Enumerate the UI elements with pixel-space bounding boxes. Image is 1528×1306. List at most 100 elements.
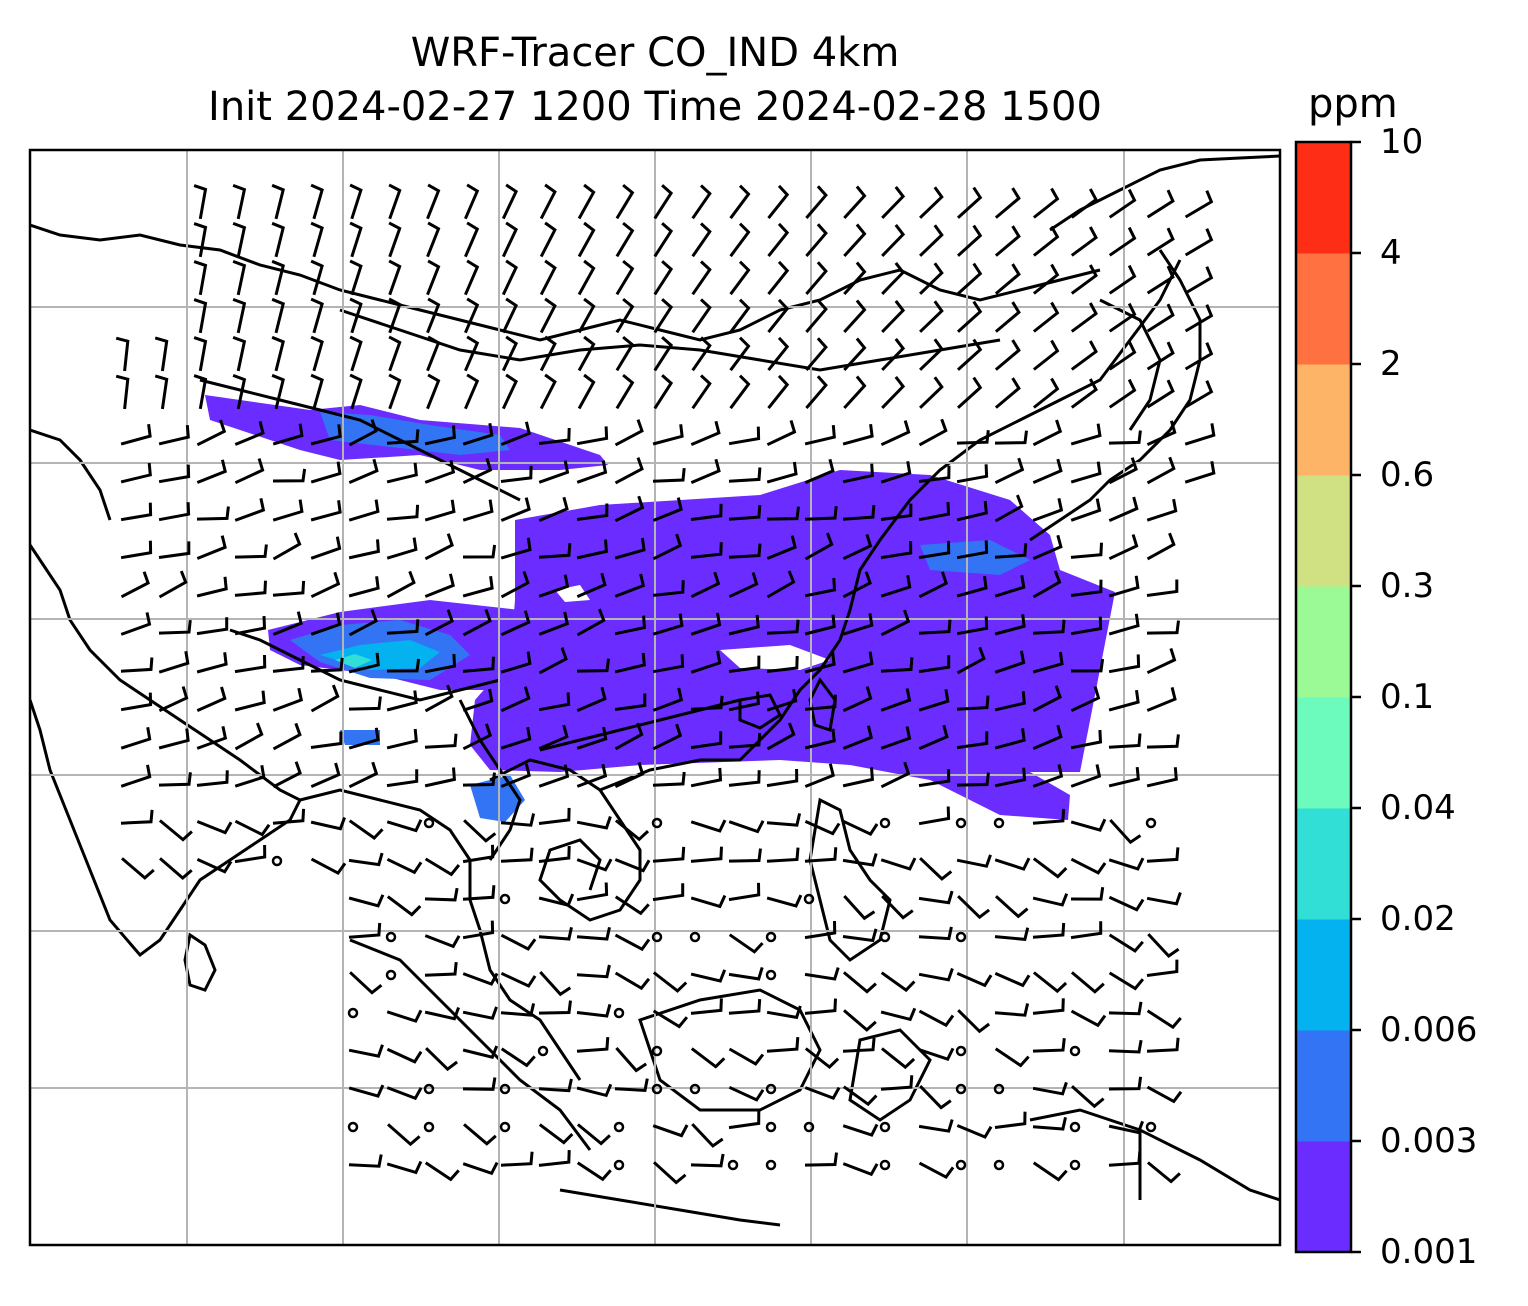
wind-barb [804,728,836,750]
wind-barb [538,427,571,445]
wind-barb [1184,342,1214,371]
calm-wind-marker [613,1159,625,1171]
wind-barb [576,460,608,484]
wind-barb [1184,304,1214,333]
wind-barb [1070,423,1102,446]
wind-barb [805,185,828,219]
calm-wind-marker [347,1007,359,1019]
wind-barb [538,1078,573,1093]
wind-barb [424,573,455,598]
wind-barb [501,221,519,258]
wind-barb [196,535,227,560]
wind-barb [728,572,759,599]
wind-barb [158,728,190,750]
tracer-plume [205,395,1115,822]
wind-barb [881,223,906,257]
wind-barb [272,499,304,522]
wind-barb [348,922,382,939]
wind-barb [956,1124,993,1139]
map-frame [28,148,1282,1247]
wind-barb [919,338,944,371]
wind-barb [994,430,1028,445]
wind-barb [154,374,169,410]
colorbar-tick-label: 0.006 [1380,1010,1478,1050]
colorbar-tick-label: 2 [1380,344,1402,384]
wind-barb [880,688,912,712]
wind-barb [767,222,790,258]
wind-barb [272,687,304,712]
wind-barb [728,1047,765,1066]
wind-barb [234,497,266,522]
wind-barb [766,655,799,673]
wind-barb [538,764,570,788]
wind-barb [918,689,950,712]
wind-barb [691,1123,724,1148]
wind-barb [881,185,906,219]
wind-barb [1108,302,1137,333]
wind-barb [1070,378,1098,409]
wind-barb [728,848,762,863]
wind-barb [424,609,454,637]
calm-wind-marker [499,893,511,905]
colorbar-tick-label: 0.6 [1380,455,1435,495]
wind-barb [271,183,285,220]
wind-barb [348,419,378,447]
wind-barb [994,1047,1030,1068]
wind-barb [120,657,154,673]
wind-barb [576,426,609,446]
wind-barb [652,971,688,993]
colorbar-segment [1296,142,1351,254]
wind-barb [196,686,227,712]
wind-barb [1070,658,1105,673]
wind-barb [426,221,441,258]
wind-barb [842,1123,879,1137]
coastline-japan [1029,249,1202,542]
wind-barb [1070,857,1107,875]
wind-barb [804,820,841,836]
wind-barb [1032,534,1063,560]
wind-barb [539,297,557,334]
wind-barb [462,423,494,446]
wind-barb [728,614,760,636]
wind-barb [994,650,1026,674]
wind-barb [539,221,557,258]
wind-barb [538,893,575,907]
wind-barb [388,183,402,220]
wind-barb [424,961,458,977]
wind-barb [426,373,441,410]
wind-barb [805,337,828,371]
wind-barb [842,819,879,837]
calm-wind-marker [499,1083,511,1095]
wind-barb [310,731,343,749]
wind-barb [272,656,305,673]
wind-barb [386,619,420,635]
wind-barb [804,1086,841,1100]
wind-barb [1070,886,1105,901]
wind-barb [614,652,646,674]
map-panel [30,150,1280,1245]
wind-barb [652,613,684,636]
wind-barb [1184,228,1214,257]
wind-barb [1108,430,1142,445]
calm-wind-marker [651,931,663,943]
wind-barb [234,819,271,837]
wind-barb [1109,818,1142,845]
wind-barb [538,807,571,825]
calm-wind-marker [955,1045,967,1057]
wind-barb [386,570,416,599]
colorbar-segment [1296,808,1351,920]
wind-barb [918,1047,955,1062]
wind-barb [956,262,983,295]
wind-barb [234,580,267,597]
wind-barb [310,762,341,788]
wind-barb [120,692,153,712]
wind-barb [729,298,751,334]
wind-barb [728,998,762,1015]
wind-barb [728,504,762,521]
wind-barb [652,424,684,446]
wind-barb [1146,1085,1183,1104]
wind-barb [690,650,722,674]
wind-barb [232,373,247,410]
wind-barb [804,652,836,674]
wind-barb [842,928,878,943]
